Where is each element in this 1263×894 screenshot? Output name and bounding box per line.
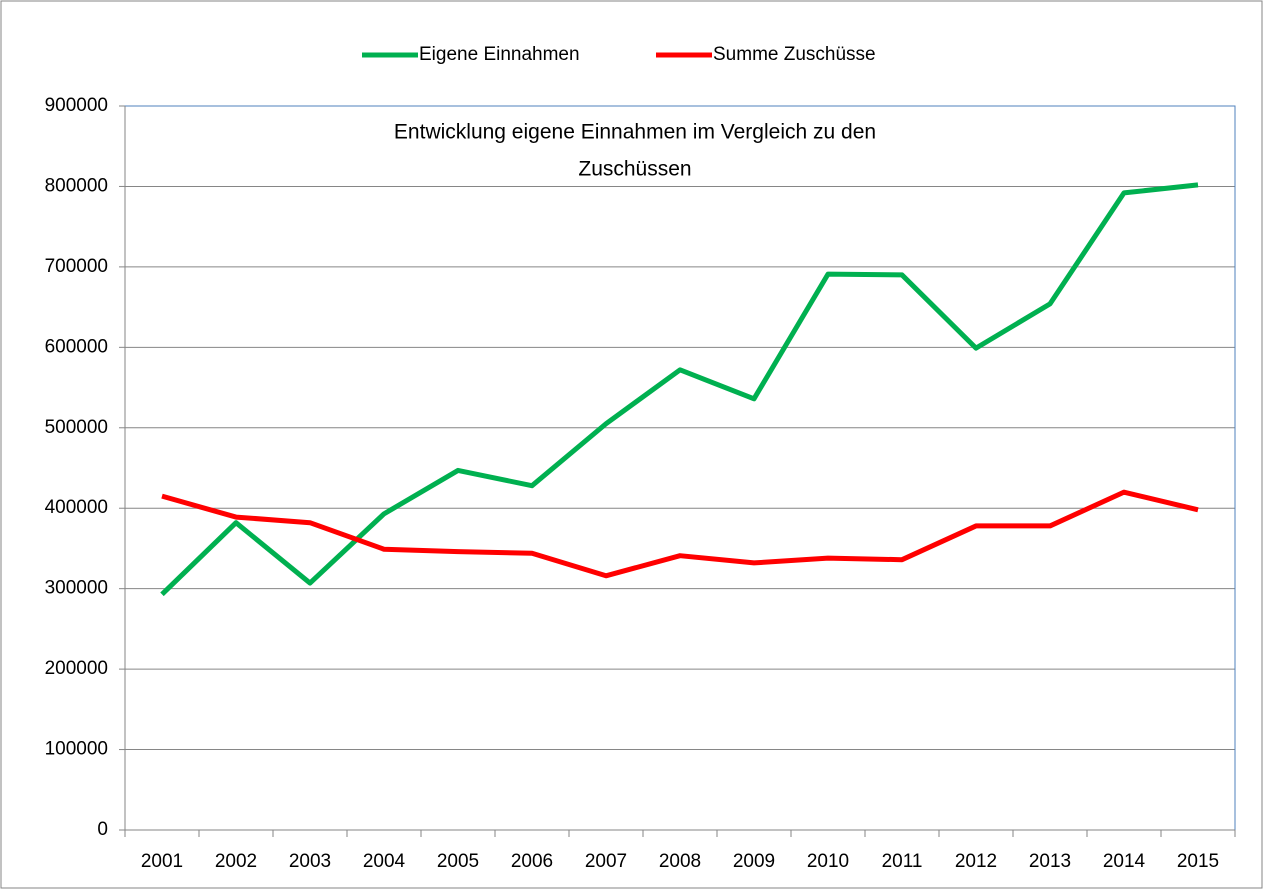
y-tick-label: 700000 [45,256,108,277]
chart-title: Zuschüssen [578,158,691,181]
x-tick-label: 2007 [585,851,627,872]
x-tick-label: 2012 [955,851,997,872]
legend-label: Summe Zuschüsse [713,44,876,65]
x-tick-label: 2015 [1177,851,1219,872]
chart-title: Entwicklung eigene Einnahmen im Vergleic… [394,121,876,144]
y-tick-label: 100000 [45,739,108,760]
series-line [161,489,1199,579]
y-tick-label: 300000 [45,578,108,599]
x-tick-label: 2009 [733,851,775,872]
x-tick-label: 2003 [289,851,331,872]
y-tick-label: 0 [97,819,108,840]
legend-label: Eigene Einnahmen [419,44,580,65]
x-tick-label: 2014 [1103,851,1146,872]
x-tick-label: 2001 [141,851,183,872]
series-line [160,182,1199,597]
x-tick-label: 2005 [437,851,479,872]
x-tick-label: 2008 [659,851,701,872]
y-tick-label: 200000 [45,658,108,679]
x-tick-label: 2013 [1029,851,1071,872]
x-tick-label: 2006 [511,851,553,872]
y-tick-label: 400000 [45,497,108,518]
y-tick-label: 800000 [45,175,108,196]
x-tick-label: 2002 [215,851,257,872]
y-tick-label: 500000 [45,417,108,438]
y-tick-label: 600000 [45,336,108,357]
x-tick-label: 2011 [882,851,923,872]
x-tick-label: 2004 [363,851,406,872]
x-tick-label: 2010 [807,851,849,872]
y-tick-label: 900000 [45,95,108,116]
